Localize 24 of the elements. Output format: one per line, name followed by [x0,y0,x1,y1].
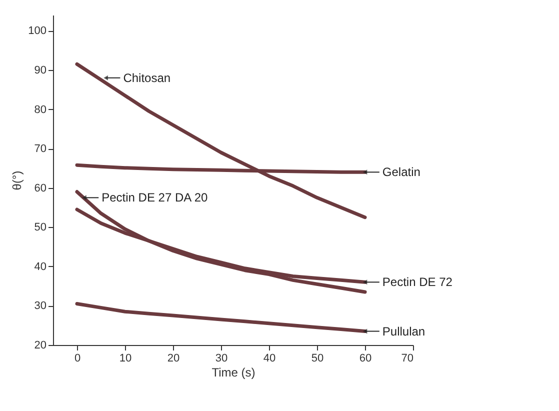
x-tick-label: 30 [215,352,228,364]
x-tick-label: 10 [119,352,132,364]
x-axis-title: Time (s) [212,366,256,380]
y-tick-label: 60 [34,182,46,194]
annotation: Gelatin [382,165,420,180]
y-tick-label: 40 [34,260,46,273]
x-tick-label: 60 [359,352,372,364]
y-tick-label: 50 [34,222,46,234]
y-tick-label: 20 [34,340,46,352]
y-tick-label: 30 [34,300,46,312]
annotation: Pectin DE 27 DA 20 [102,190,208,205]
y-tick-label: 70 [34,143,46,156]
x-tick-label: 50 [311,352,324,364]
x-tick-label: 40 [263,352,276,364]
x-tick-label: 20 [167,352,180,364]
annotation: Chitosan [123,70,171,85]
annotation: Pullulan [382,324,426,338]
x-tick-label: 0 [74,352,81,364]
y-tick-label: 80 [34,104,46,116]
y-axis-title: θ(°) [10,170,24,190]
y-tick-label: 90 [34,64,46,76]
x-tick-label: 70 [401,352,414,364]
annotation: Pectin DE 72 [382,275,453,290]
y-tick-label: 100 [28,25,46,38]
